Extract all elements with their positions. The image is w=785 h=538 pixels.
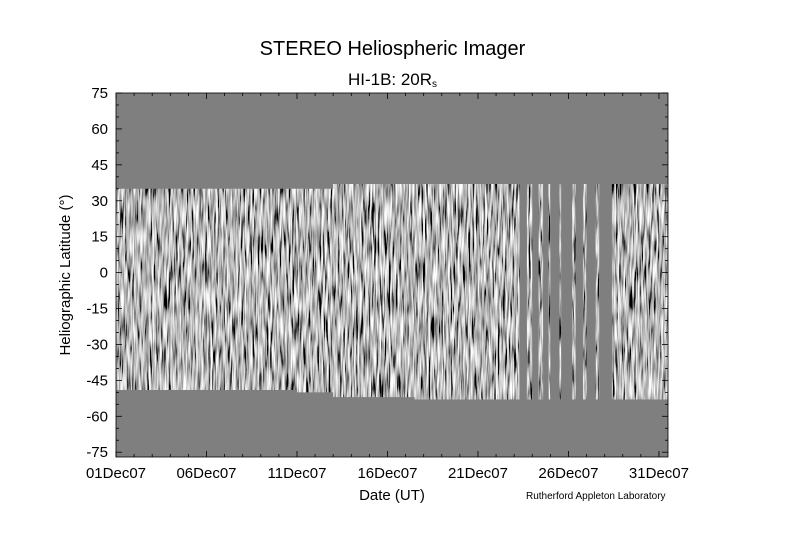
- x-tick-label: 21Dec07: [448, 465, 508, 482]
- x-tick-label: 11Dec07: [268, 465, 327, 482]
- data-gap-3: [550, 176, 560, 407]
- x-tick-label: 06Dec07: [176, 465, 236, 482]
- plot-frame: [115, 92, 669, 458]
- subtitle-main: HI-1B: 20R: [347, 70, 433, 89]
- x-axis-label: Date (UT): [359, 487, 425, 504]
- y-tick-label: -60: [86, 408, 108, 425]
- y-tick-label: 15: [91, 229, 108, 246]
- y-tick-label: -30: [86, 336, 108, 353]
- y-tick-label: 45: [91, 157, 108, 174]
- x-tick-label: 01Dec07: [86, 465, 146, 482]
- data-gap-6: [586, 176, 596, 407]
- y-tick-label: 30: [91, 193, 108, 210]
- chart-subtitle: HI-1B: 20Rs: [0, 70, 785, 90]
- data-gap-5: [575, 176, 583, 407]
- chart-title: STEREO Heliospheric Imager: [259, 38, 526, 60]
- x-tick-label: 26Dec07: [538, 465, 598, 482]
- y-tick-label: -75: [86, 444, 108, 461]
- data-gaps: [519, 176, 612, 407]
- y-tick-label: 0: [100, 265, 108, 282]
- y-tick-label: -45: [86, 372, 108, 389]
- y-tick-label: -15: [86, 301, 108, 318]
- y-tick-label: 75: [91, 85, 108, 102]
- x-tick-label: 16Dec07: [357, 465, 417, 482]
- credit-text: Rutherford Appleton Laboratory: [526, 491, 666, 502]
- y-axis-label: Heliographic Latitude (°): [57, 194, 74, 355]
- y-tick-label: 60: [91, 121, 108, 138]
- y-axis: 75 60 45 30 15 0 -15 -30 -45 -60 -75: [86, 85, 668, 461]
- data-gap-0: [519, 176, 527, 407]
- x-axis: 01Dec07 06Dec07 11Dec07 16Dec07 21Dec07 26Dec…: [86, 93, 689, 482]
- data-gap-1: [532, 176, 539, 407]
- data-gap-4: [561, 176, 573, 407]
- subtitle-subscript: s: [432, 79, 438, 90]
- x-tick-label: 31Dec07: [629, 465, 689, 482]
- data-gap-7: [599, 176, 612, 407]
- data-gap-2: [543, 176, 549, 407]
